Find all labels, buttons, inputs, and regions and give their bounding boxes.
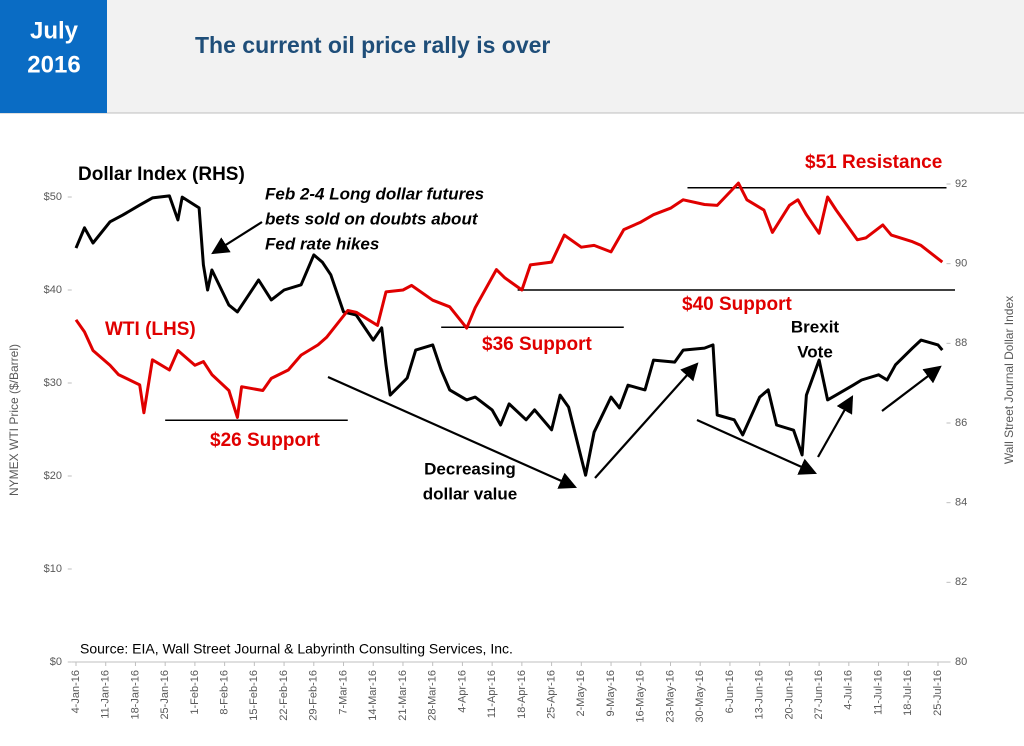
x-tick-label: 13-Jun-16 (754, 670, 766, 720)
y2-tick-label: 92 (955, 178, 967, 190)
level-label: $40 Support (682, 294, 792, 315)
x-tick-label: 15-Feb-16 (248, 670, 260, 721)
x-tick-label: 4-Apr-16 (456, 670, 468, 713)
arrow (817, 395, 854, 458)
annotation: Decreasing (424, 459, 516, 478)
x-tick-label: 2-May-16 (575, 670, 587, 716)
badge-year: 2016 (27, 51, 80, 78)
series-label: Dollar Index (RHS) (78, 164, 245, 185)
x-tick-label: 11-Apr-16 (486, 670, 498, 718)
x-tick-label: 8-Feb-16 (219, 670, 231, 715)
y-axis-label: NYMEX WTI Price ($/Barrel) (7, 344, 21, 496)
date-badge (0, 0, 107, 113)
x-tick-label: 11-Jul-16 (872, 670, 884, 715)
x-tick-label: 18-Apr-16 (516, 670, 528, 719)
x-tick-label: 23-May-16 (664, 670, 676, 723)
x-tick-label: 28-Mar-16 (427, 670, 439, 721)
level-label: $36 Support (482, 334, 592, 355)
arrow (327, 375, 578, 489)
x-tick-label: 9-May-16 (605, 670, 617, 716)
annotation: Feb 2-4 Long dollar futures (265, 184, 484, 203)
level-label: $51 Resistance (805, 152, 942, 173)
annotation: Brexit (791, 317, 840, 336)
annotation: bets sold on doubts about (265, 209, 479, 228)
arrow (881, 365, 942, 412)
x-tick-label: 16-May-16 (635, 670, 647, 723)
y2-tick-label: 90 (955, 258, 967, 270)
x-tick-label: 22-Feb-16 (278, 670, 290, 721)
arrow (696, 418, 818, 475)
annotation: dollar value (423, 484, 517, 503)
y-tick-label: $50 (44, 191, 62, 203)
x-tick-label: 11-Jan-16 (100, 670, 112, 719)
series-label: WTI (LHS) (105, 319, 196, 340)
y2-tick-label: 86 (955, 417, 967, 429)
y2-tick-label: 80 (955, 656, 967, 668)
x-tick-label: 7-Mar-16 (337, 670, 349, 715)
arrow (594, 362, 699, 479)
y2-tick-label: 84 (955, 497, 967, 509)
x-tick-label: 18-Jan-16 (129, 670, 141, 720)
x-tick-label: 1-Feb-16 (189, 670, 201, 715)
x-tick-label: 4-Jul-16 (843, 670, 855, 710)
y-tick-label: $30 (44, 377, 62, 389)
x-tick-label: 14-Mar-16 (367, 670, 379, 721)
y-tick-label: $0 (50, 656, 62, 668)
y-tick-label: $40 (44, 284, 62, 296)
x-tick-label: 6-Jun-16 (724, 670, 736, 713)
x-tick-label: 25-Jan-16 (159, 670, 171, 720)
arrow (211, 221, 263, 255)
x-tick-label: 20-Jun-16 (783, 670, 795, 720)
arrows (211, 221, 942, 489)
level-label: $26 Support (210, 430, 320, 451)
series-line (74, 194, 944, 477)
x-tick-label: 25-Jul-16 (932, 670, 944, 716)
x-tick-label: 4-Jan-16 (70, 670, 82, 713)
x-tick-label: 29-Feb-16 (308, 670, 320, 721)
series-line (74, 181, 944, 419)
source: Source: EIA, Wall Street Journal & Labyr… (80, 641, 513, 657)
badge-month: July (30, 17, 79, 44)
x-tick-label: 30-May-16 (694, 670, 706, 723)
annotation: Fed rate hikes (265, 234, 379, 253)
annotation: Vote (797, 342, 833, 361)
y-tick-label: $10 (44, 563, 62, 575)
y2-tick-label: 88 (955, 337, 967, 349)
y2-tick-label: 82 (955, 576, 967, 588)
y-tick-label: $20 (44, 470, 62, 482)
y2-axis-label: Wall Street Journal Dollar Index (1002, 296, 1016, 464)
x-tick-label: 18-Jul-16 (902, 670, 914, 716)
header-band (0, 0, 1024, 113)
x-tick-label: 21-Mar-16 (397, 670, 409, 721)
page-title: The current oil price rally is over (195, 32, 550, 58)
x-tick-label: 25-Apr-16 (545, 670, 557, 719)
x-tick-label: 27-Jun-16 (813, 670, 825, 720)
